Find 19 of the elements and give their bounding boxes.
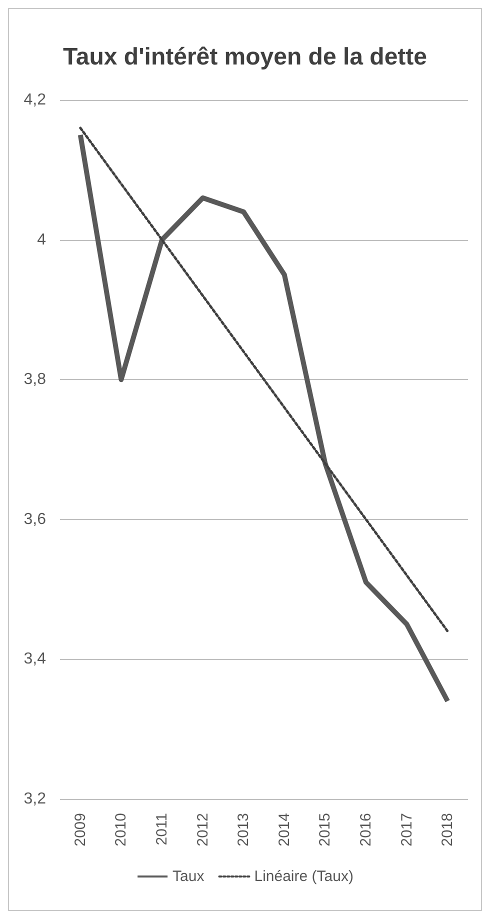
y-tick-label: 3,6 [24,510,46,528]
y-tick-label: 3,2 [24,790,46,808]
x-tick-label: 2011 [154,813,170,846]
x-tick-label: 2009 [72,813,89,846]
x-tick-label: 2014 [276,813,293,846]
x-tick-label: 2015 [316,813,334,846]
y-tick-label: 3,8 [24,371,46,388]
x-tick-label: 2013 [235,813,252,846]
x-tick-label: 2010 [112,813,130,846]
y-tick-label: 3,4 [24,650,46,668]
x-tick-label: 2016 [358,813,374,846]
x-tick-label: 2018 [439,813,456,846]
legend-label: Linéaire (Taux) [254,868,354,885]
chart-title: Taux d'intérêt moyen de la dette [62,44,428,70]
x-tick-label: 2017 [398,813,416,846]
legend-label: Taux [172,868,205,885]
x-tick-label: 2012 [194,813,212,846]
y-tick-label: 4 [37,231,46,248]
y-tick-label: 4,2 [24,92,46,108]
